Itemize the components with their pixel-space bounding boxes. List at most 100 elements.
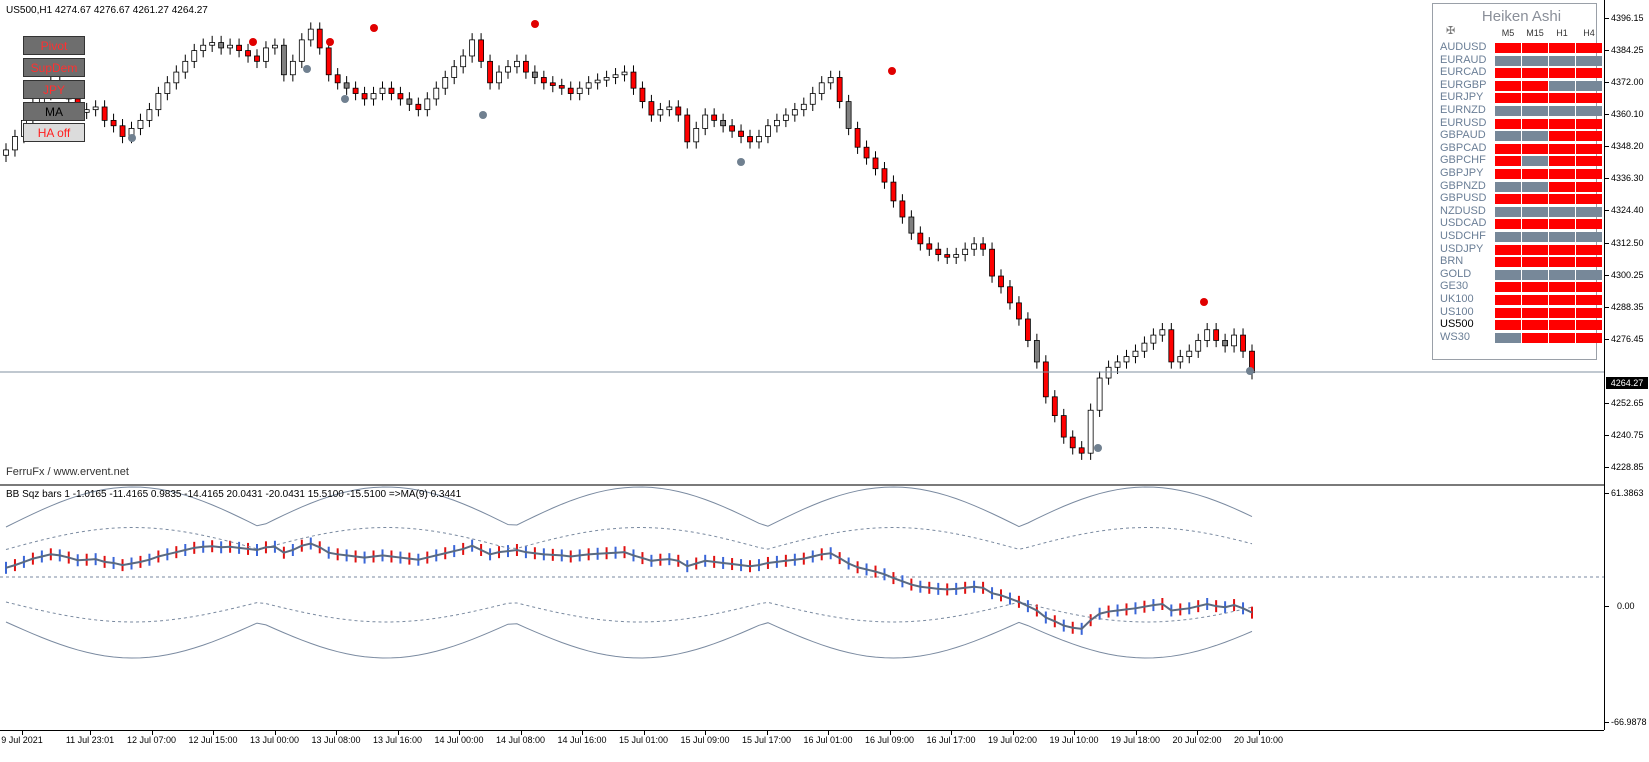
ha-symbol-brn[interactable]: BRN [1440, 255, 1464, 268]
ha-symbol-gbpchf[interactable]: GBPCHF [1440, 154, 1486, 167]
ha-cell-red [1495, 156, 1521, 167]
settings-icon[interactable]: ✠ [1446, 25, 1456, 37]
ha-cell-gray [1522, 106, 1548, 116]
ha-cell-red [1549, 320, 1575, 331]
ha-symbol-us100[interactable]: US100 [1440, 305, 1474, 318]
ha-symbol-eurjpy[interactable]: EURJPY [1440, 91, 1484, 104]
ha-cell-red [1549, 43, 1575, 53]
candle-body [711, 114, 718, 121]
candle-body [756, 136, 762, 143]
ha-symbol-gbpusd[interactable]: GBPUSD [1440, 192, 1487, 205]
ha-symbol-usdcad[interactable]: USDCAD [1440, 217, 1487, 230]
time-axis[interactable]: 9 Jul 2021 11 Jul 23:01 12 Jul 07:00 12 Jul… [0, 730, 1604, 762]
ha-off-button[interactable]: HA off [23, 123, 85, 142]
candle-body [1016, 302, 1022, 320]
price-scale[interactable]: 4396.15 4384.25 4372.00 4360.10 4348.20 4336.… [1604, 0, 1649, 730]
pivot-button[interactable]: Pivot [23, 36, 85, 55]
candle-body [1033, 340, 1040, 363]
candle-body [998, 275, 1004, 288]
bb-squeeze-chart[interactable] [0, 486, 1604, 730]
candle-body [289, 60, 296, 76]
candle-body [478, 39, 484, 62]
ha-symbol-eurnzd[interactable]: EURNZD [1440, 104, 1486, 116]
ha-cell-gray [1549, 106, 1575, 116]
candle-body [1007, 286, 1013, 304]
ha-symbol-usdjpy[interactable]: USDJPY [1440, 242, 1484, 255]
ha-cell-red [1522, 169, 1548, 179]
candle-body [1051, 396, 1058, 417]
sub-scale-zero: 0.00 [1617, 601, 1635, 611]
candle-body [809, 93, 816, 105]
ha-cell-gray [1495, 131, 1521, 142]
ha-symbol-gbpnzd[interactable]: GBPNZD [1440, 179, 1486, 192]
candle-body [254, 55, 260, 62]
candle-body [818, 82, 825, 94]
candle-body [505, 66, 511, 73]
time-axis-label: 13 Jul 16:00 [372, 735, 423, 745]
candle-body [962, 248, 969, 255]
ha-cell-gray [1522, 232, 1548, 242]
ha-cell-red [1549, 257, 1575, 268]
time-axis-label: 16 Jul 09:00 [864, 735, 915, 745]
ma-button[interactable]: MA [23, 102, 85, 121]
ha-symbol-ws30[interactable]: WS30 [1440, 330, 1470, 343]
ha-cell-red [1522, 118, 1548, 129]
ha-cell-gray [1495, 106, 1521, 116]
candle-body [209, 42, 216, 46]
ha-symbol-us500[interactable]: US500 [1440, 318, 1474, 331]
ha-symbol-eurusd[interactable]: EURUSD [1440, 116, 1487, 129]
ha-symbol-gbpcad[interactable]: GBPCAD [1440, 141, 1487, 154]
ha-symbol-uk100[interactable]: UK100 [1440, 293, 1474, 305]
watermark: FerruFx / www.ervent.net [6, 466, 129, 478]
ha-cell-red [1576, 295, 1602, 305]
candle-body [316, 28, 323, 49]
price-scale-label: 4240.75 [1611, 430, 1644, 440]
candle-body [12, 136, 18, 151]
ha-cell-red [1549, 219, 1575, 230]
time-axis-label: 19 Jul 18:00 [1110, 735, 1161, 745]
ha-cell-red [1576, 320, 1602, 331]
bb-squeeze-pane[interactable]: BB Sqz bars 1 -1.0165 -11.4165 0.9835 -1… [0, 486, 1604, 730]
ha-symbol-eurcad[interactable]: EURCAD [1440, 66, 1487, 79]
candle-body [585, 82, 592, 89]
ha-cell-red [1495, 68, 1521, 79]
ha-cell-red [1522, 307, 1548, 318]
candle-body [1123, 356, 1130, 363]
ha-cell-red [1549, 194, 1575, 205]
ha-symbol-nzdusd[interactable]: NZDUSD [1440, 204, 1486, 217]
ha-symbol-gold[interactable]: GOLD [1440, 267, 1472, 280]
candle-body [1069, 436, 1076, 449]
pivot-marker [479, 111, 487, 119]
jpy-button[interactable]: JPY [23, 80, 85, 99]
ha-symbol-euraud[interactable]: EURAUD [1440, 53, 1487, 66]
candle-body [693, 128, 700, 143]
supdem-button[interactable]: SupDem [23, 58, 85, 77]
time-axis-label: 13 Jul 08:00 [311, 735, 361, 745]
candle-body [666, 106, 673, 111]
ha-cell-gray [1522, 181, 1548, 192]
price-chart-pane[interactable]: US500,H1 4274.67 4276.67 4261.27 4264.27… [0, 0, 1604, 486]
sub-scale-top: 61.3863 [1611, 488, 1644, 498]
candle-body [791, 109, 798, 116]
ha-symbol-usdchf[interactable]: USDCHF [1440, 230, 1486, 242]
ha-cell-red [1549, 282, 1575, 293]
ha-symbol-gbpjpy[interactable]: GBPJPY [1440, 167, 1484, 179]
ha-symbol-eurgbp[interactable]: EURGBP [1440, 78, 1487, 91]
ha-cell-red [1549, 307, 1575, 318]
candle-body [298, 39, 305, 62]
ha-symbol-ge30[interactable]: GE30 [1440, 280, 1469, 293]
ha-symbol-gbpaud[interactable]: GBPAUD [1440, 129, 1486, 142]
ha-cell-gray [1495, 269, 1521, 280]
ha-symbol-audusd[interactable]: AUDUSD [1440, 41, 1487, 53]
ha-cell-gray [1495, 332, 1521, 343]
candle-body [3, 149, 9, 156]
time-axis-label: 16 Jul 17:00 [926, 735, 976, 745]
ha-cell-red [1522, 93, 1548, 104]
ha-cell-red [1522, 194, 1548, 205]
ha-cell-red [1522, 295, 1548, 305]
time-axis-label: 16 Jul 01:00 [803, 735, 853, 745]
candlestick-chart[interactable] [0, 0, 1604, 484]
price-scale-label: 4312.50 [1611, 238, 1644, 248]
candle-body [980, 243, 986, 250]
